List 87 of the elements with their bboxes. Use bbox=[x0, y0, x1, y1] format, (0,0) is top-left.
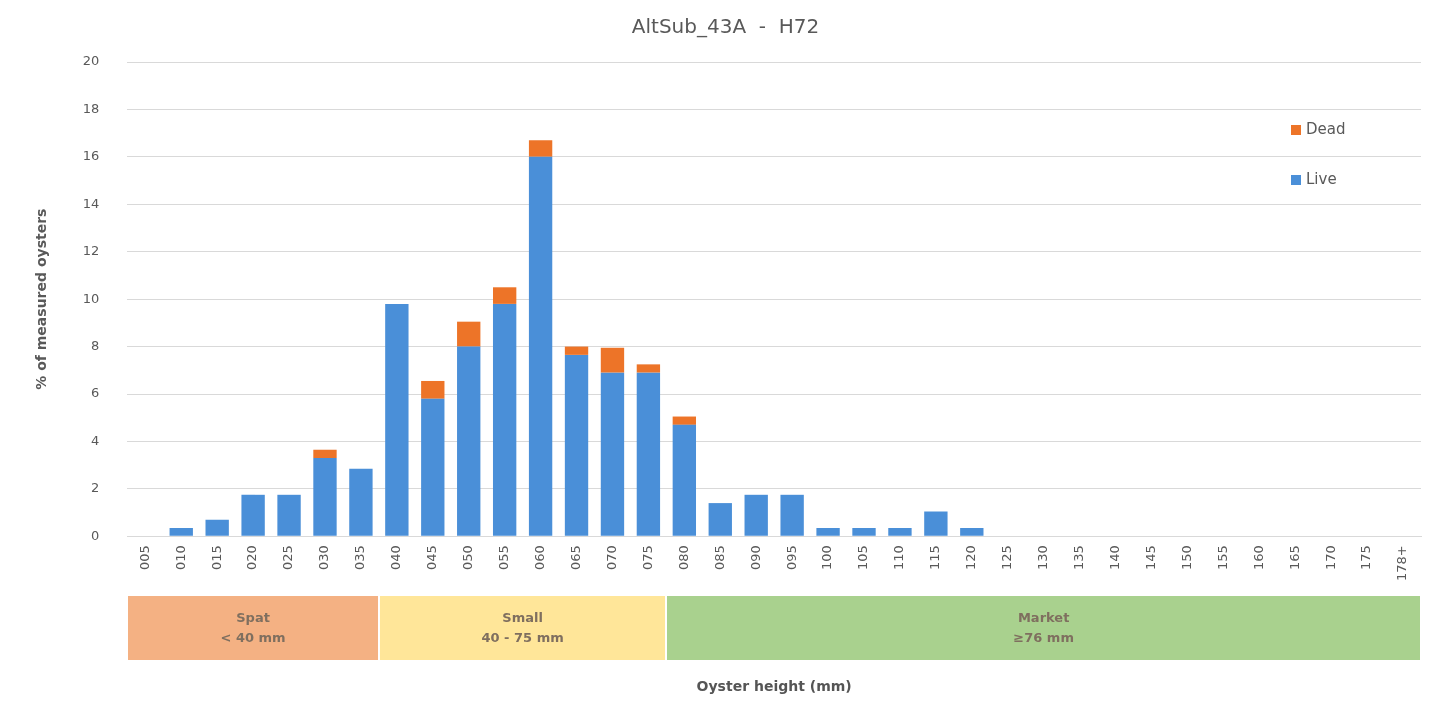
x-tick-label: 160 bbox=[1250, 545, 1266, 571]
x-tick-label: 035 bbox=[352, 545, 368, 571]
x-tick-label: 105 bbox=[855, 545, 871, 571]
bar bbox=[528, 140, 553, 157]
bar bbox=[744, 494, 768, 536]
bar bbox=[816, 527, 840, 536]
x-tick-label: 075 bbox=[639, 545, 655, 571]
x-tick-label: 020 bbox=[244, 545, 260, 571]
bar bbox=[205, 519, 229, 536]
x-tick-label: 070 bbox=[603, 545, 619, 571]
x-tick-label: 090 bbox=[747, 545, 763, 571]
x-tick-label: 060 bbox=[531, 545, 547, 571]
x-tick-label: 040 bbox=[388, 545, 404, 571]
bar bbox=[636, 372, 661, 536]
y-tick-label: 10 bbox=[82, 290, 100, 306]
bar bbox=[313, 458, 337, 536]
chart-title: AltSub_43A - H72 bbox=[631, 14, 820, 39]
bar bbox=[528, 156, 553, 536]
bar bbox=[457, 321, 481, 347]
x-tick-label: 165 bbox=[1286, 545, 1302, 571]
bar bbox=[313, 449, 337, 459]
bar bbox=[457, 346, 481, 536]
legend-label: Live bbox=[1306, 169, 1337, 188]
y-tick-label: 8 bbox=[91, 337, 100, 353]
bar bbox=[672, 416, 697, 425]
bar bbox=[924, 511, 948, 536]
bar bbox=[780, 494, 804, 536]
bar bbox=[600, 347, 625, 373]
x-tick-label: 065 bbox=[567, 545, 583, 571]
bar bbox=[672, 424, 697, 536]
x-tick-label: 130 bbox=[1035, 545, 1051, 571]
y-tick-label: 14 bbox=[82, 195, 100, 211]
bar bbox=[708, 503, 732, 536]
bar bbox=[564, 354, 589, 536]
x-tick-label: 150 bbox=[1178, 545, 1194, 571]
x-tick-label: 080 bbox=[675, 545, 691, 571]
x-tick-label: 175 bbox=[1358, 545, 1374, 571]
bar bbox=[960, 527, 984, 536]
x-tick-label: 110 bbox=[891, 545, 907, 571]
y-tick-label: 16 bbox=[82, 148, 100, 164]
x-tick-label: 085 bbox=[711, 545, 727, 571]
y-tick-label: 18 bbox=[82, 100, 100, 116]
x-tick-label: 125 bbox=[999, 545, 1015, 571]
x-tick-label: 045 bbox=[424, 545, 440, 571]
size-class-box: Market ≥76 mm bbox=[666, 595, 1421, 661]
x-tick-label: 095 bbox=[783, 545, 799, 571]
y-tick-label: 6 bbox=[91, 385, 100, 401]
bar bbox=[636, 364, 661, 373]
x-tick-label: 010 bbox=[172, 545, 188, 571]
text: Oyster height (mm) bbox=[696, 678, 852, 694]
x-tick-label: 140 bbox=[1106, 545, 1122, 571]
x-tick-label: 005 bbox=[136, 545, 152, 571]
y-tick-label: 12 bbox=[82, 243, 100, 259]
y-axis-title: % of measured oysters bbox=[33, 208, 50, 390]
size-class-box: Small 40 - 75 mm bbox=[378, 595, 667, 661]
x-tick-label: 120 bbox=[963, 545, 979, 571]
bar bbox=[385, 303, 409, 536]
x-tick-label: 115 bbox=[927, 545, 943, 571]
x-tick-label: 015 bbox=[208, 545, 224, 571]
x-tick-label: 030 bbox=[316, 545, 332, 571]
size-class-box: Spat < 40 mm bbox=[127, 595, 379, 661]
y-tick-label: 0 bbox=[91, 527, 100, 543]
x-tick-label: 178+ bbox=[1394, 545, 1410, 582]
x-tick-label: 155 bbox=[1214, 545, 1230, 571]
bar bbox=[600, 372, 625, 536]
bar bbox=[564, 346, 589, 355]
bar bbox=[888, 527, 912, 536]
x-tick-label: 100 bbox=[819, 545, 835, 571]
bar bbox=[241, 494, 265, 536]
bar bbox=[421, 380, 445, 399]
bar bbox=[492, 303, 517, 536]
bar bbox=[169, 527, 193, 536]
bar bbox=[421, 398, 445, 536]
legend-label: Dead bbox=[1306, 119, 1346, 138]
bar bbox=[349, 468, 373, 536]
x-tick-label: 145 bbox=[1142, 545, 1158, 571]
bar bbox=[852, 527, 876, 536]
y-tick-label: 4 bbox=[91, 432, 100, 448]
y-tick-label: 2 bbox=[91, 480, 100, 496]
x-tick-label: 050 bbox=[460, 545, 476, 571]
x-tick-label: 170 bbox=[1322, 545, 1338, 571]
x-tick-label: 055 bbox=[496, 545, 512, 571]
bar bbox=[492, 287, 517, 304]
x-tick-label: 025 bbox=[280, 545, 296, 571]
y-tick-label: 20 bbox=[82, 53, 100, 69]
x-tick-label: 135 bbox=[1070, 545, 1086, 571]
bar bbox=[277, 494, 301, 536]
